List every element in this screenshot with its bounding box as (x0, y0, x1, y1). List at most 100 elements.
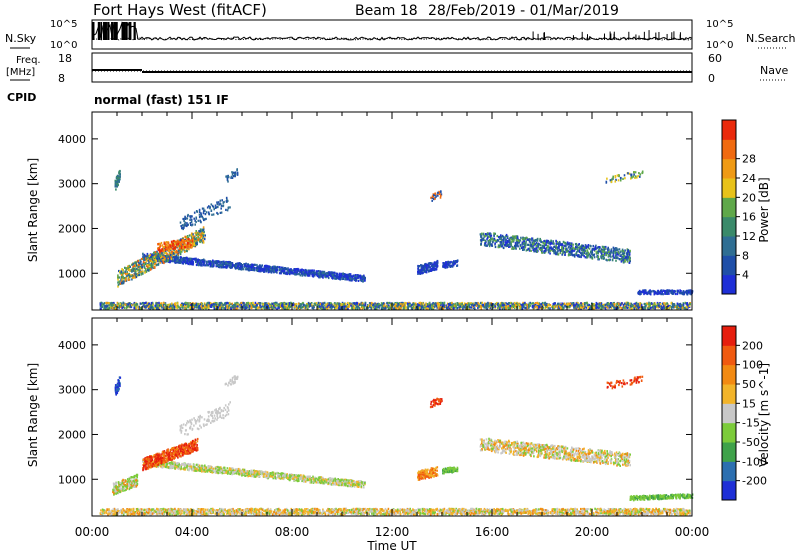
data-cell (467, 304, 470, 307)
data-cell (271, 304, 274, 308)
data-cell (236, 307, 239, 310)
data-cell (404, 301, 406, 305)
data-cell (341, 303, 343, 306)
data-cell (421, 305, 423, 308)
data-cell (289, 305, 292, 308)
data-cell (184, 303, 186, 306)
data-cell (241, 301, 244, 305)
data-cell (142, 305, 144, 308)
data-cell (276, 307, 278, 310)
data-cell (568, 304, 571, 307)
data-cell (157, 246, 160, 250)
data-cell (211, 263, 214, 266)
data-cell (514, 301, 516, 305)
data-cell (455, 304, 457, 307)
data-cell (526, 306, 529, 309)
data-cell (585, 306, 587, 309)
data-cell (122, 275, 124, 278)
data-cell (261, 264, 263, 267)
data-cell (311, 273, 314, 277)
data-cell (503, 307, 506, 310)
data-cell (308, 305, 311, 308)
data-cell (298, 305, 300, 308)
data-cell (316, 303, 318, 306)
data-cell (640, 304, 643, 307)
data-cell (414, 307, 417, 310)
data-cell (179, 247, 181, 250)
data-cell (267, 265, 269, 268)
data-cell (317, 275, 319, 278)
data-cell (398, 302, 401, 305)
data-cell (445, 307, 448, 310)
data-cell (164, 307, 167, 310)
data-cell (396, 302, 398, 305)
data-cell (177, 306, 180, 309)
data-cell (417, 307, 419, 310)
data-cell (515, 302, 518, 305)
data-cell (594, 306, 596, 309)
data-cell (227, 263, 230, 267)
data-cell (367, 306, 369, 309)
data-cell (102, 303, 104, 306)
data-cell (146, 256, 148, 260)
data-cell (242, 268, 245, 271)
data-cell (227, 302, 229, 305)
data-cell (323, 304, 325, 307)
data-cell (567, 303, 570, 306)
data-cell (318, 272, 321, 275)
data-cell (170, 258, 173, 261)
data-cell (154, 304, 156, 307)
data-cell (381, 304, 383, 307)
data-cell (185, 305, 188, 308)
data-cell (330, 307, 333, 310)
data-cell (385, 305, 388, 308)
data-cell (433, 306, 436, 309)
data-cell (652, 303, 654, 306)
data-cell (259, 304, 261, 307)
data-cell (411, 303, 413, 306)
data-cell (111, 302, 114, 305)
data-cell (397, 302, 399, 305)
data-cell (161, 304, 164, 307)
data-cell (142, 252, 144, 255)
data-cell (563, 302, 566, 305)
data-cell (607, 304, 609, 307)
data-cell (226, 301, 229, 304)
data-cell (171, 306, 173, 309)
data-cell (420, 307, 422, 310)
data-cell (322, 271, 324, 274)
data-cell (195, 306, 197, 309)
data-cell (406, 307, 408, 310)
data-cell (138, 305, 141, 308)
data-cell (513, 306, 516, 310)
data-cell (323, 301, 326, 304)
data-cell (110, 301, 113, 305)
data-cell (601, 305, 604, 308)
data-cell (137, 268, 139, 272)
data-cell (184, 302, 186, 305)
data-cell (187, 302, 189, 305)
data-cell (393, 307, 395, 310)
data-cell (306, 303, 308, 306)
data-cell (428, 301, 431, 305)
data-cell (373, 307, 376, 310)
data-cell (321, 304, 323, 307)
data-cell (319, 270, 322, 273)
data-cell (117, 278, 119, 281)
data-cell (435, 305, 438, 308)
data-cell (283, 269, 286, 272)
data-cell (566, 302, 569, 305)
data-cell (613, 302, 616, 306)
data-cell (372, 303, 374, 306)
data-cell (167, 304, 170, 307)
data-cell (635, 301, 638, 304)
data-cell (271, 302, 274, 305)
data-cell (539, 305, 541, 308)
data-cell (184, 250, 186, 253)
data-cell (386, 302, 388, 305)
data-cell (489, 302, 492, 305)
data-cell (355, 279, 358, 282)
data-cell (677, 306, 680, 309)
data-cell (124, 270, 127, 273)
data-cell (408, 303, 411, 306)
